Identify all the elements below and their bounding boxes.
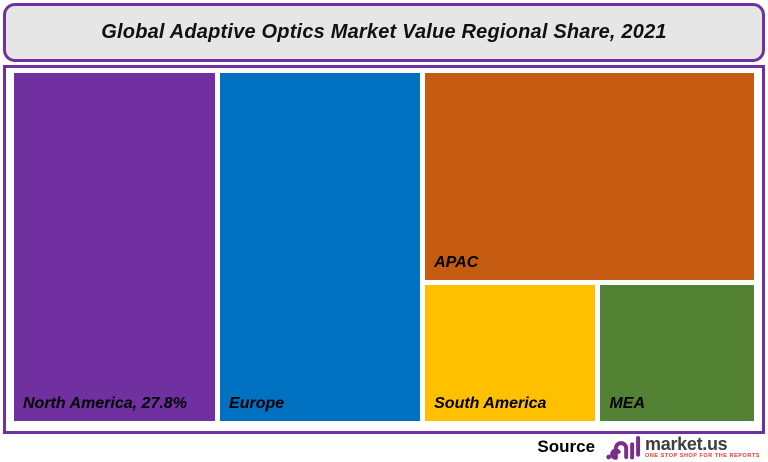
- treemap-region-mea: MEA: [600, 285, 754, 421]
- treemap-grid: North America, 27.8% Europe APAC South A…: [14, 73, 754, 421]
- region-label-south-america: South America: [434, 395, 547, 412]
- marketus-logo-text-wrap: market.us ONE STOP SHOP FOR THE REPORTS: [645, 435, 760, 460]
- source-label: Source: [537, 437, 596, 456]
- chart-title-box: Global Adaptive Optics Market Value Regi…: [3, 3, 765, 62]
- source-row: Source market.us ONE STOP SHOP FOR THE R…: [537, 433, 760, 461]
- marketus-logo-text: market.us: [645, 433, 728, 454]
- treemap-region-north-america: North America, 27.8%: [14, 73, 216, 421]
- treemap-chart: North America, 27.8% Europe APAC South A…: [3, 65, 765, 434]
- region-label-europe: Europe: [229, 395, 285, 412]
- marketus-wave-icon: [606, 435, 641, 460]
- marketus-logo-tagline: ONE STOP SHOP FOR THE REPORTS: [645, 452, 760, 459]
- treemap-region-apac: APAC: [425, 73, 754, 281]
- region-label-mea: MEA: [609, 395, 646, 412]
- marketus-logo: market.us ONE STOP SHOP FOR THE REPORTS: [605, 434, 760, 461]
- region-label-apac: APAC: [434, 254, 479, 272]
- treemap-region-europe: Europe: [220, 73, 421, 421]
- region-label-north-america: North America, 27.8%: [23, 395, 187, 412]
- treemap-region-south-america: South America: [425, 285, 596, 421]
- chart-title: Global Adaptive Optics Market Value Regi…: [101, 21, 667, 43]
